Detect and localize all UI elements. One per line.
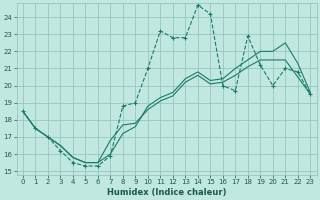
X-axis label: Humidex (Indice chaleur): Humidex (Indice chaleur)	[107, 188, 226, 197]
